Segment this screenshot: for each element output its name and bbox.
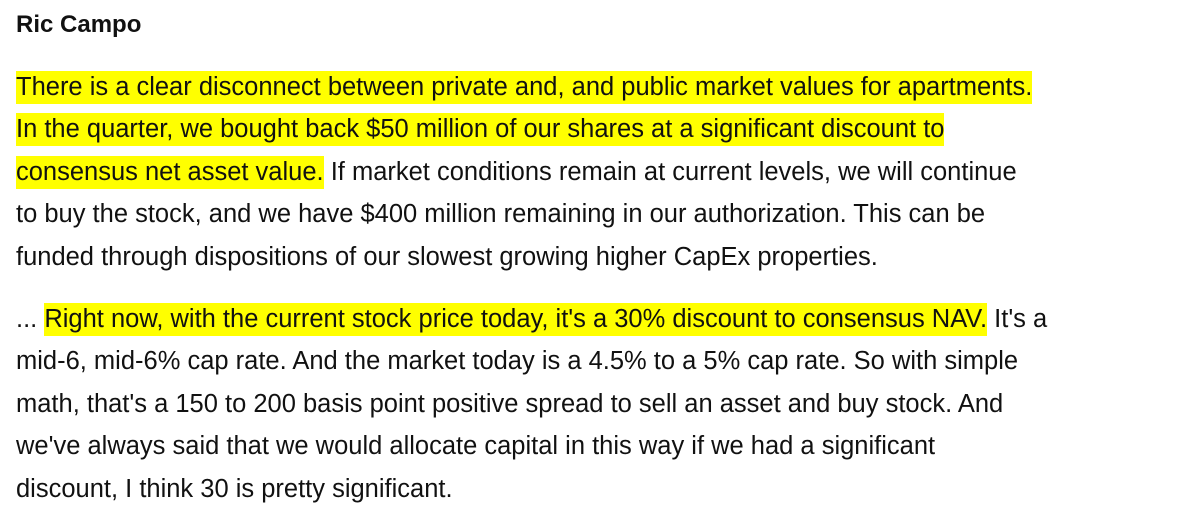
- paragraph-2-line-2: mid-6, mid-6% cap rate. And the market t…: [16, 347, 1019, 376]
- paragraph-2-line-3: math, that's a 150 to 200 basis point po…: [16, 389, 1004, 418]
- plain-text: If market conditions remain at current l…: [323, 157, 1017, 186]
- paragraph-1-line-1: There is a clear disconnect between priv…: [16, 66, 1191, 108]
- ellipsis-prefix: ...: [16, 305, 45, 333]
- paragraph-2: ... Right now, with the current stock pr…: [16, 298, 1191, 510]
- paragraph-2-line-4: we've always said that we would allocate…: [16, 432, 936, 461]
- plain-text: It's a: [987, 305, 1048, 333]
- paragraph-2-line-1: ... Right now, with the current stock pr…: [16, 298, 1191, 340]
- paragraph-1-line-5: funded through dispositions of our slowe…: [16, 242, 878, 271]
- speaker-name: Ric Campo: [16, 11, 142, 38]
- paragraph-2-line-5: discount, I think 30 is pretty significa…: [16, 474, 453, 503]
- highlighted-text: In the quarter, we bought back $50 milli…: [16, 113, 945, 147]
- highlighted-text: consensus net asset value.: [16, 155, 324, 189]
- paragraph-1-line-2: In the quarter, we bought back $50 milli…: [16, 108, 1191, 150]
- paragraph-1-line-3: consensus net asset value. If market con…: [16, 151, 1191, 193]
- highlighted-text: There is a clear disconnect between priv…: [16, 71, 1033, 104]
- paragraph-1: There is a clear disconnect between priv…: [16, 66, 1191, 278]
- highlighted-text: Right now, with the current stock price …: [44, 303, 988, 336]
- paragraph-1-line-4: to buy the stock, and we have $400 milli…: [16, 200, 986, 229]
